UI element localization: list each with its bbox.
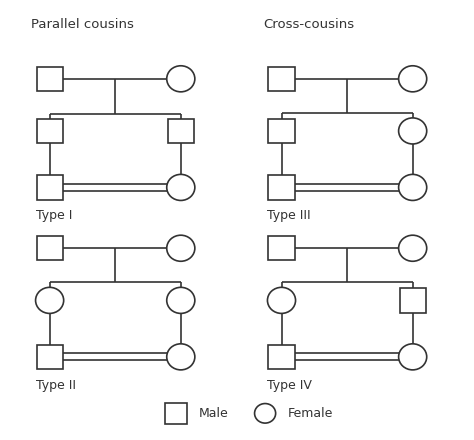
Text: Type II: Type II <box>36 378 75 392</box>
Bar <box>268 345 295 369</box>
Text: Type III: Type III <box>267 209 311 222</box>
Bar <box>268 66 295 91</box>
Bar <box>168 119 194 143</box>
Bar <box>36 345 63 369</box>
Circle shape <box>399 174 427 201</box>
Text: Male: Male <box>199 407 229 420</box>
Bar <box>36 175 63 200</box>
Circle shape <box>399 66 427 92</box>
Circle shape <box>167 344 195 370</box>
Circle shape <box>167 174 195 201</box>
Circle shape <box>255 403 276 423</box>
Bar <box>400 288 426 312</box>
Text: Type IV: Type IV <box>267 378 312 392</box>
Circle shape <box>167 287 195 313</box>
Circle shape <box>267 287 296 313</box>
Text: Parallel cousins: Parallel cousins <box>31 18 134 31</box>
Text: Female: Female <box>287 407 333 420</box>
Bar <box>268 236 295 260</box>
Text: Cross-cousins: Cross-cousins <box>263 18 354 31</box>
Bar <box>36 236 63 260</box>
Circle shape <box>167 66 195 92</box>
Bar <box>36 119 63 143</box>
Circle shape <box>399 235 427 261</box>
Bar <box>165 403 187 424</box>
Circle shape <box>399 118 427 144</box>
Text: Type I: Type I <box>36 209 72 222</box>
Bar <box>268 175 295 200</box>
Circle shape <box>399 344 427 370</box>
Bar <box>36 66 63 91</box>
Circle shape <box>167 235 195 261</box>
Circle shape <box>36 287 64 313</box>
Bar <box>268 119 295 143</box>
